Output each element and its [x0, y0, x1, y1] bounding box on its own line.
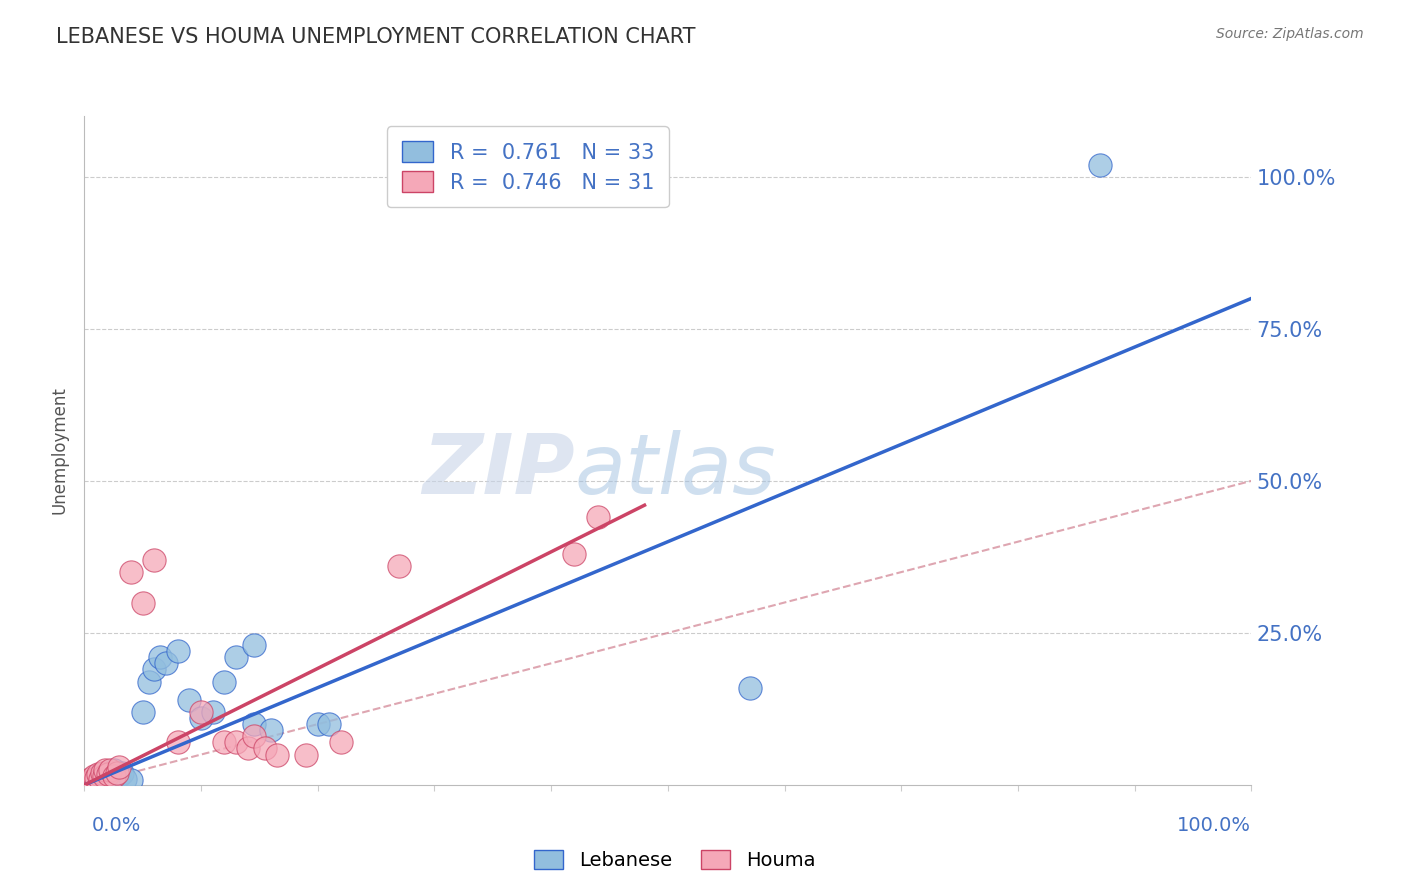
Point [98, 763, 121, 777]
Point [79, 772, 101, 786]
Point [318, 717, 340, 731]
Point [103, 772, 125, 786]
Legend: R =  0.761   N = 33, R =  0.746   N = 31: R = 0.761 N = 33, R = 0.746 N = 31 [387, 127, 668, 207]
Point [143, 662, 166, 676]
Point [82, 773, 104, 788]
Point [225, 735, 247, 749]
Point [201, 705, 224, 719]
Point [94, 763, 117, 777]
Point [388, 559, 411, 574]
Point [90, 767, 112, 781]
Point [120, 773, 142, 788]
Point [120, 565, 142, 579]
Text: ZIP: ZIP [422, 430, 575, 511]
Point [93, 769, 115, 783]
Point [242, 717, 264, 731]
Point [586, 510, 609, 524]
Point [1088, 158, 1111, 172]
Text: LEBANESE VS HOUMA UNEMPLOYMENT CORRELATION CHART: LEBANESE VS HOUMA UNEMPLOYMENT CORRELATI… [56, 27, 696, 46]
Point [166, 644, 188, 658]
Point [564, 547, 586, 561]
Point [94, 773, 117, 788]
Point [254, 741, 277, 756]
Point [84, 771, 107, 785]
Point [103, 769, 125, 783]
Point [307, 717, 329, 731]
Point [108, 760, 131, 774]
Point [90, 765, 112, 780]
Text: 100.0%: 100.0% [1177, 815, 1251, 835]
Point [738, 681, 761, 695]
Legend: Lebanese, Houma: Lebanese, Houma [526, 842, 824, 878]
Point [103, 763, 125, 777]
Point [105, 765, 128, 780]
Point [97, 765, 120, 780]
Point [242, 638, 264, 652]
Point [87, 767, 110, 781]
Point [214, 674, 236, 689]
Point [97, 767, 120, 781]
Point [149, 650, 172, 665]
Point [84, 771, 107, 785]
Point [76, 775, 98, 789]
Point [90, 772, 112, 786]
Point [83, 772, 105, 786]
Point [260, 723, 283, 738]
Point [143, 553, 166, 567]
Point [242, 729, 264, 743]
Point [89, 772, 111, 786]
Text: 0.0%: 0.0% [91, 815, 141, 835]
Y-axis label: Unemployment: Unemployment [51, 386, 69, 515]
Point [138, 674, 160, 689]
Point [166, 735, 188, 749]
Point [295, 747, 318, 762]
Point [179, 693, 201, 707]
Point [132, 595, 155, 609]
Point [330, 735, 353, 749]
Point [87, 769, 110, 783]
Point [236, 741, 259, 756]
Point [79, 775, 101, 789]
Text: Source: ZipAtlas.com: Source: ZipAtlas.com [1216, 27, 1364, 41]
Point [155, 657, 177, 671]
Point [111, 765, 134, 780]
Point [266, 747, 288, 762]
Point [132, 705, 155, 719]
Point [225, 650, 247, 665]
Text: atlas: atlas [575, 430, 776, 511]
Point [114, 772, 136, 786]
Point [190, 711, 212, 725]
Point [214, 735, 236, 749]
Point [190, 705, 212, 719]
Point [83, 769, 105, 783]
Point [108, 769, 131, 783]
Point [98, 769, 121, 783]
